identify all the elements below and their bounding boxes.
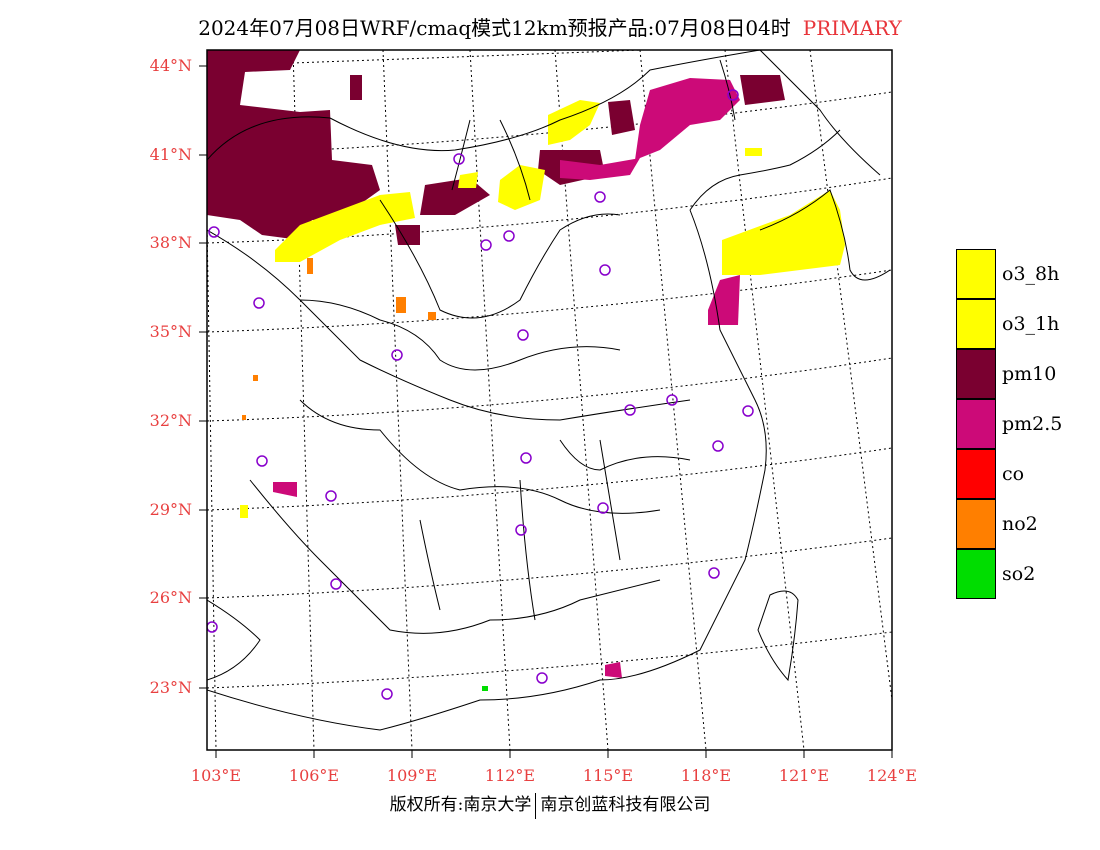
legend-label: pm2.5 — [1002, 413, 1063, 435]
legend-item-pm10: pm10 — [956, 349, 1062, 399]
legend-swatch — [956, 299, 996, 349]
legend-swatch — [956, 499, 996, 549]
legend-item-so2: so2 — [956, 549, 1062, 599]
lat-label-44: 44°N — [149, 56, 192, 75]
map-title: 2024年07月08日WRF/cmaq模式12km预报产品:07月08日04时 P… — [0, 12, 1100, 41]
lon-label-118: 118°E — [680, 766, 732, 785]
lat-label-38: 38°N — [149, 233, 192, 252]
lon-label-115: 115°E — [582, 766, 634, 785]
so2-region — [482, 686, 488, 691]
legend-item-o3-8h: o3_8h — [956, 249, 1062, 299]
legend-swatch — [956, 549, 996, 599]
lon-label-103: 103°E — [190, 766, 242, 785]
legend-label: o3_1h — [1002, 313, 1060, 335]
lon-label-112: 112°E — [484, 766, 536, 785]
pm25-region — [273, 78, 740, 678]
pollutant-legend: o3_8h o3_1h pm10 pm2.5 co no2 so2 — [956, 249, 1062, 599]
no2-region — [242, 258, 436, 420]
title-text: 2024年07月08日WRF/cmaq模式12km预报产品:07月08日04时 — [198, 16, 791, 40]
legend-label: pm10 — [1002, 363, 1057, 385]
legend-label: no2 — [1002, 513, 1038, 535]
primary-tag: PRIMARY — [802, 16, 902, 40]
copyright-footer: 版权所有:南京大学 南京创蓝科技有限公司 — [0, 790, 1100, 819]
lat-label-26: 26°N — [149, 588, 192, 607]
copyright-company: 南京创蓝科技有限公司 — [540, 795, 711, 815]
parallels — [207, 50, 892, 689]
boundaries — [207, 50, 891, 731]
legend-label: so2 — [1002, 563, 1036, 585]
copyright-owner: 版权所有:南京大学 — [389, 795, 532, 815]
legend-swatch — [956, 449, 996, 499]
axis-ticks — [199, 65, 893, 758]
footer-divider — [535, 792, 537, 819]
lat-label-29: 29°N — [149, 500, 192, 519]
legend-swatch — [956, 399, 996, 449]
legend-swatch — [956, 349, 996, 399]
legend-item-o3-1h: o3_1h — [956, 299, 1062, 349]
legend-swatch — [956, 249, 996, 299]
legend-item-co: co — [956, 449, 1062, 499]
legend-label: o3_8h — [1002, 263, 1060, 285]
lon-label-106: 106°E — [288, 766, 340, 785]
legend-item-pm25: pm2.5 — [956, 399, 1062, 449]
legend-label: co — [1002, 463, 1025, 485]
legend-item-no2: no2 — [956, 499, 1062, 549]
o3-region — [240, 100, 845, 518]
lat-label-32: 32°N — [149, 411, 192, 430]
map-frame — [206, 49, 893, 751]
lon-label-121: 121°E — [778, 766, 830, 785]
lat-label-41: 41°N — [149, 145, 192, 164]
lat-label-23: 23°N — [149, 678, 192, 697]
station-markers — [207, 89, 754, 700]
lon-label-109: 109°E — [386, 766, 438, 785]
lon-label-124: 124°E — [866, 766, 918, 785]
lat-label-35: 35°N — [149, 322, 192, 341]
